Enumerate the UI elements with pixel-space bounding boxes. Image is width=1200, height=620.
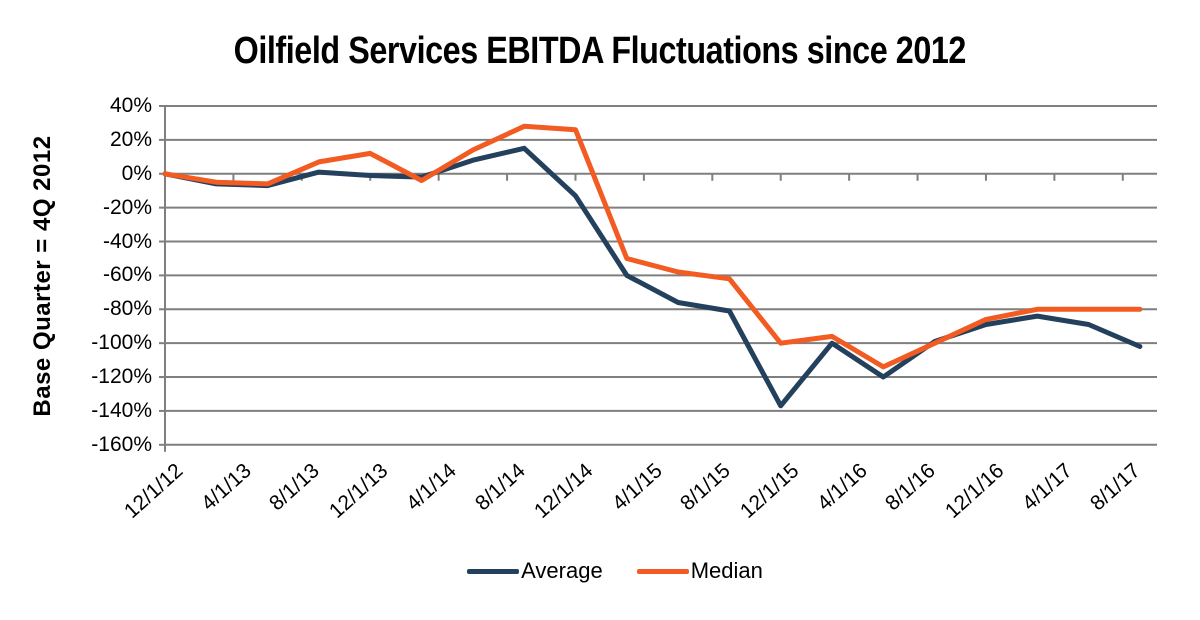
y-tick-label: 40% xyxy=(109,94,152,117)
series-line-median xyxy=(162,123,1143,370)
legend: Average Median xyxy=(0,558,1200,584)
y-tick-label: -120% xyxy=(91,365,152,389)
series-line-average xyxy=(162,145,1143,409)
y-tick-label: -20% xyxy=(102,195,152,219)
chart-title-row: Oilfield Services EBITDA Fluctuations si… xyxy=(0,30,1200,73)
legend-label-average: Average xyxy=(521,558,603,583)
y-tick-label: -160% xyxy=(91,432,152,456)
median-line-swatch xyxy=(636,568,689,574)
chart-title: Oilfield Services EBITDA Fluctuations si… xyxy=(233,30,967,72)
y-tick-label: -140% xyxy=(91,398,152,422)
y-tick-label: -60% xyxy=(102,263,152,287)
legend-label-median: Median xyxy=(690,558,763,583)
legend-item-median: Median xyxy=(636,558,763,584)
y-tick-label: 0% xyxy=(121,161,152,185)
y-tick-label: 20% xyxy=(109,127,152,151)
y-tick-label: -100% xyxy=(91,331,152,355)
legend-item-average: Average xyxy=(467,558,603,584)
y-tick-label: -40% xyxy=(102,229,152,253)
average-line-swatch xyxy=(467,568,520,574)
y-tick-label: -80% xyxy=(102,297,152,321)
